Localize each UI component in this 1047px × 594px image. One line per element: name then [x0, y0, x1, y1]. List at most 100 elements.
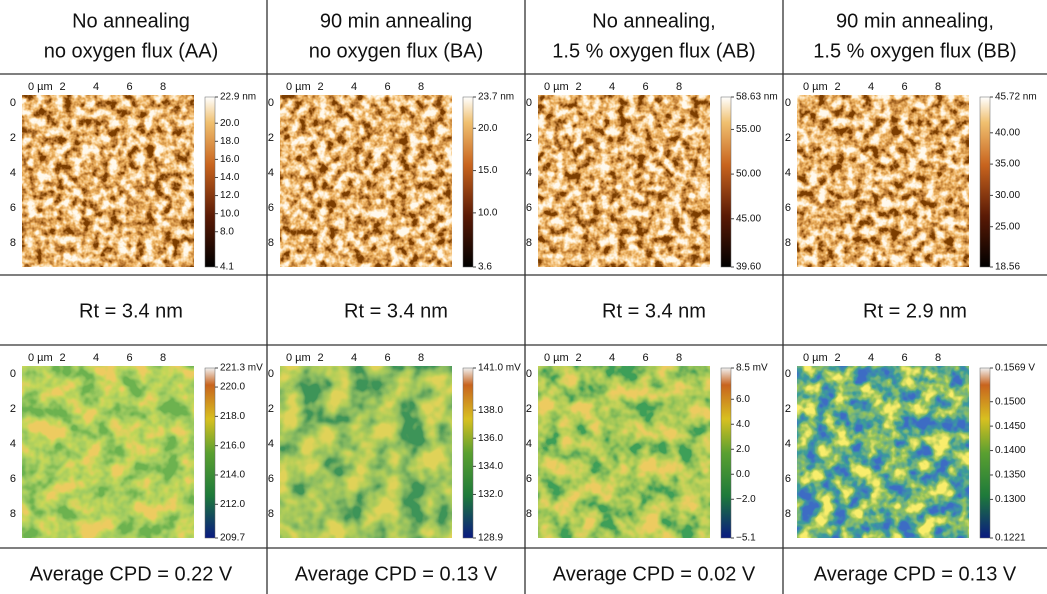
colorbar-label: 0.1569 V: [995, 363, 1035, 374]
colorbar-label: −5.1: [736, 533, 756, 544]
colorbar-label: 4.0: [736, 419, 750, 430]
colorbar-label: 134.0: [478, 461, 503, 472]
x-axis-label: 6: [642, 352, 648, 364]
cpd: Average CPD = 0.13 V: [814, 563, 1017, 585]
x-axis-label: 4: [609, 352, 615, 364]
colorbar-label: 10.0: [478, 208, 498, 219]
colorbar-label: 0.0: [736, 469, 750, 480]
x-axis-label: 2: [834, 352, 840, 364]
colorbar: [720, 96, 732, 268]
column-header: 90 min annealing,: [836, 10, 994, 32]
colorbar-label: 128.9: [478, 533, 503, 544]
x-axis-label: 2: [575, 352, 581, 364]
y-axis-label: 4: [526, 438, 532, 450]
colorbar-label: 12.0: [220, 190, 240, 201]
y-axis-label: 6: [526, 473, 532, 485]
x-axis-label: 4: [93, 81, 99, 93]
y-axis-label: 8: [268, 508, 274, 520]
y-axis-label: 4: [268, 438, 274, 450]
colorbar-label: 39.60: [736, 262, 761, 273]
colorbar: [720, 367, 732, 539]
colorbar-label: 221.3 mV: [220, 363, 263, 374]
colorbar: [979, 367, 991, 539]
scan-image: [796, 94, 970, 268]
y-axis-label: 6: [10, 202, 16, 214]
x-axis-label: 8: [935, 81, 941, 93]
y-axis-label: 2: [10, 132, 16, 144]
y-axis-label: 8: [526, 508, 532, 520]
x-axis-label: 0 µm: [544, 352, 569, 364]
y-axis-label: 0: [268, 97, 274, 109]
colorbar-label: 35.00: [995, 159, 1020, 170]
colorbar-label: 218.0: [220, 411, 245, 422]
y-axis-label: 8: [10, 237, 16, 249]
y-axis-label: 2: [526, 132, 532, 144]
colorbar-label: 2.0: [736, 444, 750, 455]
roughness: Rt = 3.4 nm: [602, 300, 706, 322]
colorbar-label: 212.0: [220, 499, 245, 510]
x-axis-label: 8: [418, 81, 424, 93]
colorbar-label: 10.0: [220, 208, 240, 219]
x-axis-label: 6: [384, 81, 390, 93]
y-axis-label: 2: [526, 403, 532, 415]
y-axis-label: 8: [268, 237, 274, 249]
roughness: Rt = 3.4 nm: [79, 300, 183, 322]
colorbar-label: 8.0: [220, 226, 234, 237]
colorbar-label: 0.1300: [995, 494, 1026, 505]
colorbar-label: 0.1450: [995, 421, 1026, 432]
y-axis-label: 6: [268, 202, 274, 214]
x-axis-label: 6: [901, 81, 907, 93]
y-axis-label: 6: [526, 202, 532, 214]
column-header: No annealing: [72, 10, 190, 32]
y-axis-label: 6: [785, 202, 791, 214]
y-axis-label: 2: [785, 403, 791, 415]
y-axis-label: 0: [10, 97, 16, 109]
x-axis-label: 4: [351, 81, 357, 93]
colorbar-label: 30.00: [995, 190, 1020, 201]
x-axis-label: 0 µm: [286, 352, 311, 364]
colorbar-label: 40.00: [995, 127, 1020, 138]
column-header: 1.5 % oxygen flux (AB): [552, 40, 755, 62]
colorbar-label: 8.5 mV: [736, 363, 768, 374]
x-axis-label: 4: [868, 81, 874, 93]
y-axis-label: 0: [10, 368, 16, 380]
scan-image: [21, 94, 195, 268]
colorbar-label: 0.1500: [995, 396, 1026, 407]
scan-image: [279, 94, 453, 268]
colorbar: [462, 367, 474, 539]
scan-image: [796, 365, 970, 539]
y-axis-label: 0: [785, 368, 791, 380]
colorbar-label: 15.0: [478, 165, 498, 176]
colorbar-label: 18.0: [220, 136, 240, 147]
x-axis-label: 2: [575, 81, 581, 93]
colorbar-label: 55.00: [736, 124, 761, 135]
colorbar-label: 0.1400: [995, 445, 1026, 456]
colorbar-label: 20.0: [220, 118, 240, 129]
x-axis-label: 8: [676, 352, 682, 364]
colorbar-label: 45.72 nm: [995, 92, 1037, 103]
x-axis-label: 4: [868, 352, 874, 364]
y-axis-label: 6: [10, 473, 16, 485]
colorbar: [462, 96, 474, 268]
x-axis-label: 8: [160, 352, 166, 364]
x-axis-label: 8: [160, 81, 166, 93]
column-header: 1.5 % oxygen flux (BB): [813, 40, 1016, 62]
y-axis-label: 4: [526, 167, 532, 179]
y-axis-label: 0: [785, 97, 791, 109]
x-axis-label: 6: [901, 352, 907, 364]
colorbar-label: 138.0: [478, 405, 503, 416]
column-header: 90 min annealing: [320, 10, 472, 32]
scan-image: [537, 94, 711, 268]
x-axis-label: 6: [126, 352, 132, 364]
y-axis-label: 2: [268, 403, 274, 415]
scan-image: [279, 365, 453, 539]
colorbar-label: 3.6: [478, 262, 492, 273]
x-axis-label: 2: [834, 81, 840, 93]
column-header: no oxygen flux (BA): [309, 40, 484, 62]
x-axis-label: 4: [609, 81, 615, 93]
colorbar-label: 50.00: [736, 169, 761, 180]
x-axis-label: 0 µm: [803, 352, 828, 364]
y-axis-label: 4: [10, 438, 16, 450]
